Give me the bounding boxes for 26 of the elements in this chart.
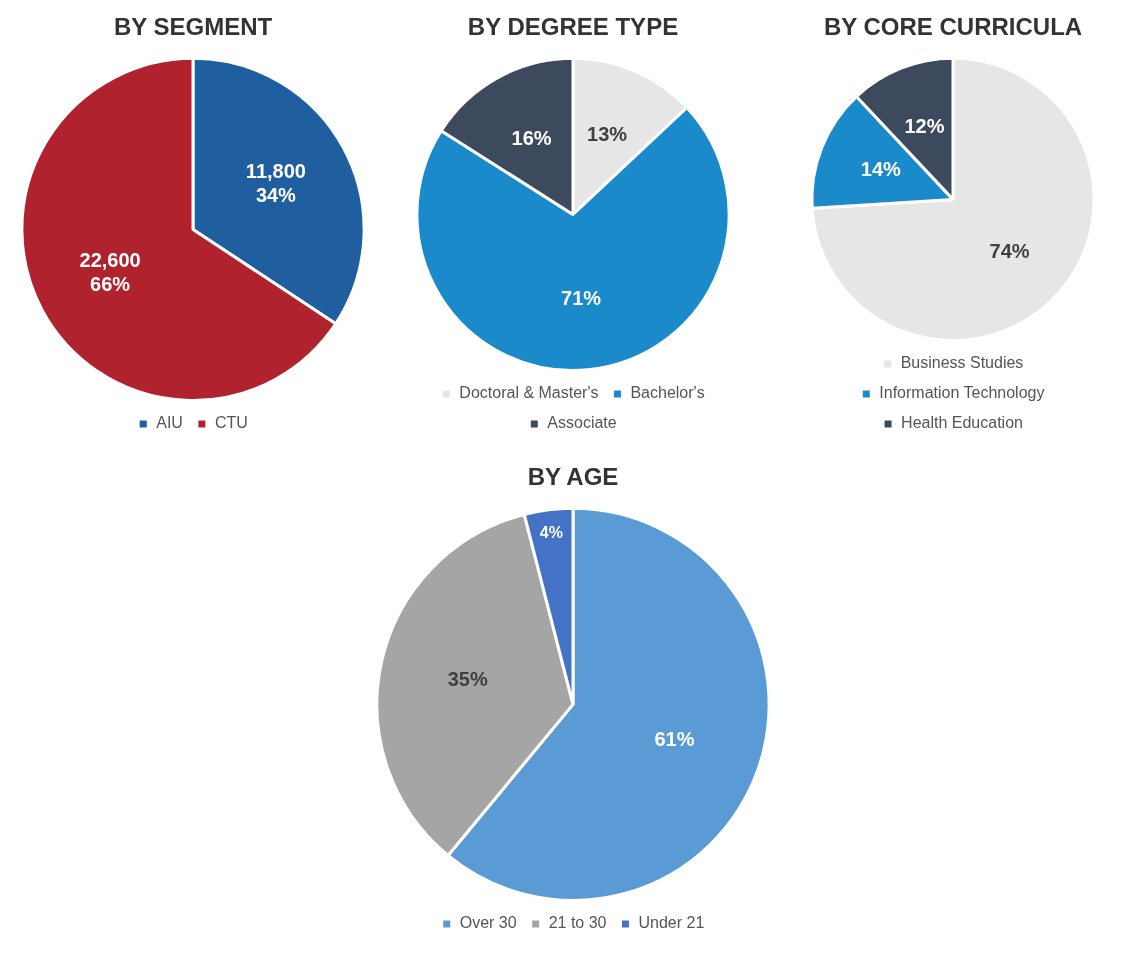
legend-label: Associate: [547, 414, 617, 432]
chart-title: BY SEGMENT: [113, 13, 273, 41]
data-label: 35%: [447, 668, 488, 691]
data-label: 12%: [904, 114, 945, 137]
legend-label: Business Studies: [900, 354, 1024, 372]
legend-label: Bachelor's: [630, 384, 705, 402]
data-label: 71%: [561, 287, 602, 310]
chart-title: BY CORE CURRICULA: [823, 13, 1083, 41]
legend-label: Health Education: [901, 414, 1023, 432]
legend-label: Under 21: [638, 914, 705, 932]
legend-label: CTU: [214, 414, 248, 432]
data-label: 13%: [587, 123, 628, 146]
data-label: 22,600 66%: [79, 249, 141, 296]
data-label: 74%: [989, 240, 1030, 263]
data-label: 16%: [511, 126, 552, 149]
data-label: 4%: [539, 523, 563, 541]
chart-title: BY DEGREE TYPE: [467, 13, 679, 41]
data-label: 61%: [654, 728, 695, 751]
data-label: 11,800 34%: [245, 160, 306, 207]
chart-title: BY AGE: [527, 463, 619, 491]
legend-label: Over 30: [459, 914, 517, 932]
legend-label: Information Technology: [879, 384, 1045, 402]
legend-label: Doctoral & Master's: [459, 384, 599, 402]
legend-label: AIU: [156, 414, 183, 432]
legend-label: 21 to 30: [548, 914, 607, 932]
data-label: 14%: [860, 158, 902, 181]
